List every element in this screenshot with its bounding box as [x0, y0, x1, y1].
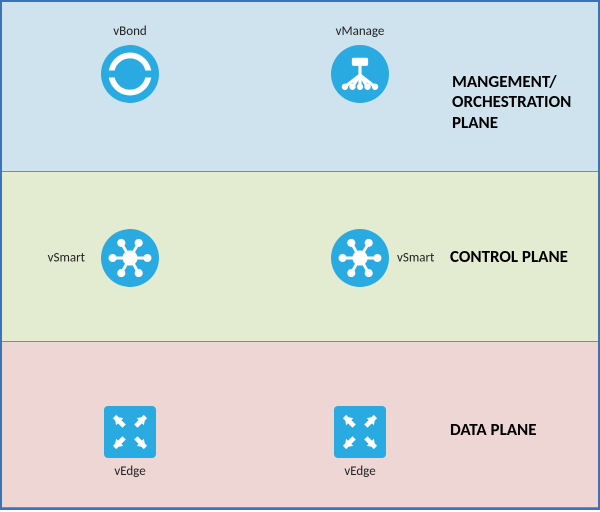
plane-label-control: CONTROL PLANE — [450, 247, 588, 267]
node-vsmart2: vSmart — [331, 229, 389, 287]
node-label-vsmart1: vSmart — [48, 251, 85, 266]
xarrow-icon — [334, 406, 386, 458]
hub-icon — [101, 229, 159, 287]
org-icon — [331, 45, 389, 103]
sdwan-architecture-diagram: MANGEMENT/ORCHESTRATION PLANE CONTROL PLA… — [0, 0, 600, 510]
ring-icon — [101, 45, 159, 103]
node-vmanage: vManage — [331, 45, 389, 103]
node-vsmart1: vSmart — [101, 229, 159, 287]
hub-icon — [331, 229, 389, 287]
node-vedge1: vEdge — [104, 406, 156, 458]
xarrow-icon — [104, 406, 156, 458]
node-label-vedge2: vEdge — [344, 464, 375, 479]
node-label-vbond: vBond — [113, 24, 146, 39]
plane-label-mgmt: MANGEMENT/ORCHESTRATION PLANE — [452, 72, 588, 133]
plane-label-data: DATA PLANE — [450, 420, 588, 440]
node-label-vedge1: vEdge — [114, 464, 145, 479]
node-vedge2: vEdge — [334, 406, 386, 458]
node-label-vmanage: vManage — [336, 24, 385, 39]
node-label-vsmart2: vSmart — [397, 251, 434, 266]
node-vbond: vBond — [101, 45, 159, 103]
